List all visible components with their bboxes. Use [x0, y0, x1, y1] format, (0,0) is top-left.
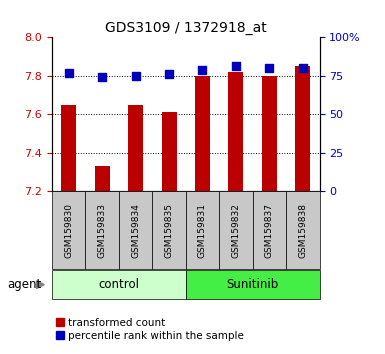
Bar	[152, 191, 186, 269]
Bar	[228, 72, 243, 191]
Bar	[61, 104, 76, 191]
Point	[199, 67, 206, 72]
Text: control: control	[99, 278, 139, 291]
Bar	[286, 191, 320, 269]
Legend: transformed count, percentile rank within the sample: transformed count, percentile rank withi…	[52, 314, 248, 345]
Point	[300, 65, 306, 71]
Text: agent: agent	[8, 278, 42, 291]
Bar	[262, 76, 277, 191]
Text: GSM159834: GSM159834	[131, 202, 140, 258]
Text: GSM159832: GSM159832	[231, 202, 241, 258]
Bar	[52, 270, 186, 299]
Bar	[119, 191, 152, 269]
Point	[65, 70, 72, 75]
Point	[99, 74, 105, 80]
Bar	[195, 76, 210, 191]
Text: Sunitinib: Sunitinib	[226, 278, 279, 291]
Bar	[128, 104, 143, 191]
Point	[132, 73, 139, 79]
Text: GSM159835: GSM159835	[164, 202, 174, 258]
Text: GSM159831: GSM159831	[198, 202, 207, 258]
Bar	[295, 66, 310, 191]
Text: GSM159833: GSM159833	[98, 202, 107, 258]
Bar	[186, 270, 320, 299]
Text: GSM159837: GSM159837	[265, 202, 274, 258]
Bar	[219, 191, 253, 269]
Bar	[95, 166, 110, 191]
Bar	[52, 191, 85, 269]
Point	[266, 65, 273, 71]
Point	[233, 64, 239, 69]
Text: GSM159830: GSM159830	[64, 202, 73, 258]
Bar	[162, 112, 177, 191]
Text: GSM159838: GSM159838	[298, 202, 307, 258]
Polygon shape	[37, 281, 44, 289]
Point	[166, 71, 172, 77]
Bar	[253, 191, 286, 269]
Bar	[186, 191, 219, 269]
Title: GDS3109 / 1372918_at: GDS3109 / 1372918_at	[105, 21, 267, 35]
Bar	[85, 191, 119, 269]
